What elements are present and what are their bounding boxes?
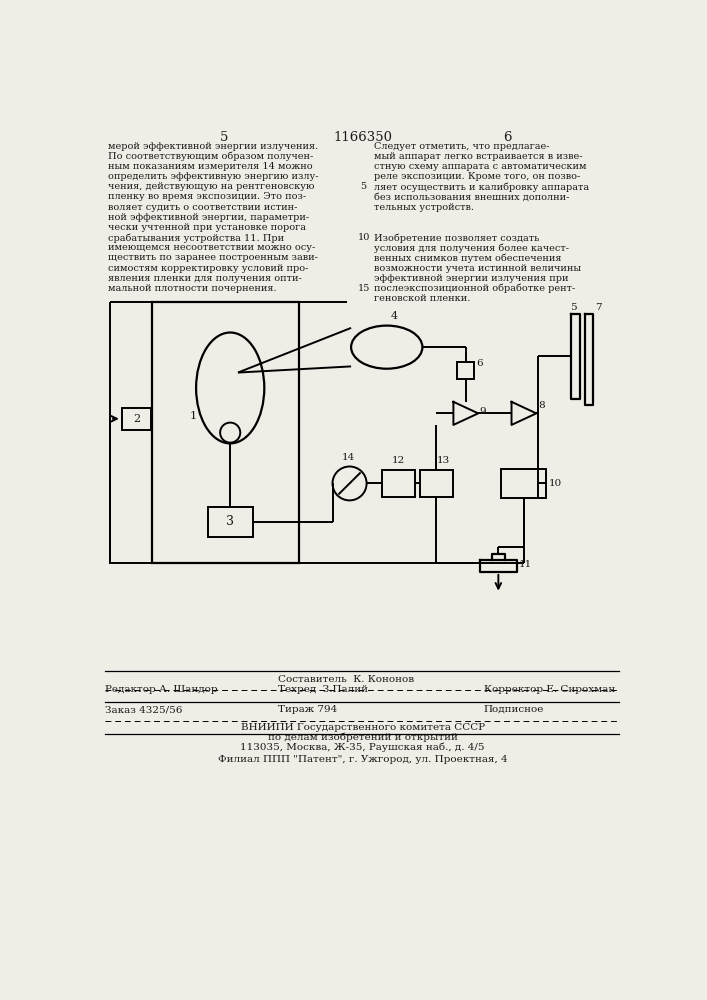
- Text: чески учтенной при установке порога: чески учтенной при установке порога: [107, 223, 305, 232]
- Text: пленку во время экспозиции. Это поз-: пленку во время экспозиции. Это поз-: [107, 192, 306, 201]
- Text: тельных устройств.: тельных устройств.: [373, 203, 474, 212]
- Text: 3: 3: [226, 515, 234, 528]
- Text: 9: 9: [480, 407, 486, 416]
- Text: 10: 10: [357, 233, 370, 242]
- Text: 1166350: 1166350: [333, 131, 392, 144]
- Text: Составитель  К. Кононов: Составитель К. Кононов: [279, 675, 414, 684]
- Text: явления пленки для получения опти-: явления пленки для получения опти-: [107, 274, 301, 283]
- Bar: [420, 470, 452, 497]
- Text: Тираж 794: Тираж 794: [279, 705, 337, 714]
- Text: Изобретение позволяет создать: Изобретение позволяет создать: [373, 233, 539, 243]
- Text: ляет осуществить и калибровку аппарата: ляет осуществить и калибровку аппарата: [373, 182, 589, 192]
- Text: условия для получения более качест-: условия для получения более качест-: [373, 243, 568, 253]
- Text: 5: 5: [361, 182, 366, 191]
- Text: 10: 10: [549, 479, 562, 488]
- Bar: [382, 470, 414, 497]
- Text: эффективной энергии излучения при: эффективной энергии излучения при: [373, 274, 568, 283]
- Text: 5: 5: [220, 131, 228, 144]
- Text: 13: 13: [436, 456, 450, 465]
- Text: 1: 1: [190, 411, 197, 421]
- Text: симостям корректировку условий про-: симостям корректировку условий про-: [107, 264, 308, 273]
- Bar: [501, 469, 547, 498]
- Text: Следует отметить, что предлагае-: Следует отметить, что предлагае-: [373, 142, 549, 151]
- Text: 2: 2: [133, 414, 140, 424]
- Text: ным показаниям измерителя 14 можно: ным показаниям измерителя 14 можно: [107, 162, 312, 171]
- Text: геновской пленки.: геновской пленки.: [373, 294, 470, 303]
- Text: чения, действующую на рентгеновскую: чения, действующую на рентгеновскую: [107, 182, 314, 191]
- Text: имеющемся несоответствии можно осу-: имеющемся несоответствии можно осу-: [107, 243, 315, 252]
- Text: по делам изобретений и открытий: по делам изобретений и открытий: [268, 733, 457, 742]
- Text: 6: 6: [477, 359, 484, 368]
- Text: без использования внешних дополни-: без использования внешних дополни-: [373, 192, 569, 201]
- Text: срабатывания устройства 11. При: срабатывания устройства 11. При: [107, 233, 284, 243]
- Text: возможности учета истинной величины: возможности учета истинной величины: [373, 264, 580, 273]
- Text: 4: 4: [391, 311, 398, 321]
- Text: Филиал ППП "Патент", г. Ужгород, ул. Проектная, 4: Филиал ППП "Патент", г. Ужгород, ул. Про…: [218, 755, 508, 764]
- Text: 7: 7: [595, 303, 602, 312]
- Text: 12: 12: [392, 456, 405, 465]
- Text: По соответствующим образом получен-: По соответствующим образом получен-: [107, 152, 313, 161]
- Text: 15: 15: [357, 284, 370, 293]
- Text: 14: 14: [341, 453, 355, 462]
- Text: ВНИИПИ Государственного комитета СССР: ВНИИПИ Государственного комитета СССР: [240, 723, 485, 732]
- Bar: [152, 302, 299, 563]
- Text: мерой эффективной энергии излучения.: мерой эффективной энергии излучения.: [107, 142, 318, 151]
- Text: мый аппарат легко встраивается в изве-: мый аппарат легко встраивается в изве-: [373, 152, 582, 161]
- Text: 11: 11: [519, 560, 532, 569]
- Text: венных снимков путем обеспечения: венных снимков путем обеспечения: [373, 253, 561, 263]
- Text: воляет судить о соответствии истин-: воляет судить о соответствии истин-: [107, 203, 297, 212]
- Text: 5: 5: [570, 303, 576, 312]
- Text: стную схему аппарата с автоматическим: стную схему аппарата с автоматическим: [373, 162, 586, 171]
- Text: Подписное: Подписное: [484, 705, 544, 714]
- Text: Техред  З.Палий: Техред З.Палий: [279, 685, 368, 694]
- Text: послеэкспозиционной обработке рент-: послеэкспозиционной обработке рент-: [373, 284, 575, 293]
- Text: реле экспозиции. Кроме того, он позво-: реле экспозиции. Кроме того, он позво-: [373, 172, 580, 181]
- Text: мальной плотности почернения.: мальной плотности почернения.: [107, 284, 276, 293]
- Text: определить эффективную энергию излу-: определить эффективную энергию излу-: [107, 172, 318, 181]
- Text: 113035, Москва, Ж-35, Раушская наб., д. 4/5: 113035, Москва, Ж-35, Раушская наб., д. …: [240, 743, 485, 752]
- Text: ной эффективной энергии, параметри-: ной эффективной энергии, параметри-: [107, 213, 309, 222]
- Bar: [122, 408, 151, 430]
- Bar: [457, 362, 474, 379]
- Text: Заказ 4325/56: Заказ 4325/56: [105, 705, 183, 714]
- Text: Редактор А. Шандор: Редактор А. Шандор: [105, 685, 218, 694]
- Text: 8: 8: [538, 401, 544, 410]
- Bar: [208, 507, 252, 537]
- Text: Корректор Е. Сирохман: Корректор Е. Сирохман: [484, 685, 615, 694]
- Text: ществить по заранее построенным зави-: ществить по заранее построенным зави-: [107, 253, 317, 262]
- Text: 6: 6: [503, 131, 511, 144]
